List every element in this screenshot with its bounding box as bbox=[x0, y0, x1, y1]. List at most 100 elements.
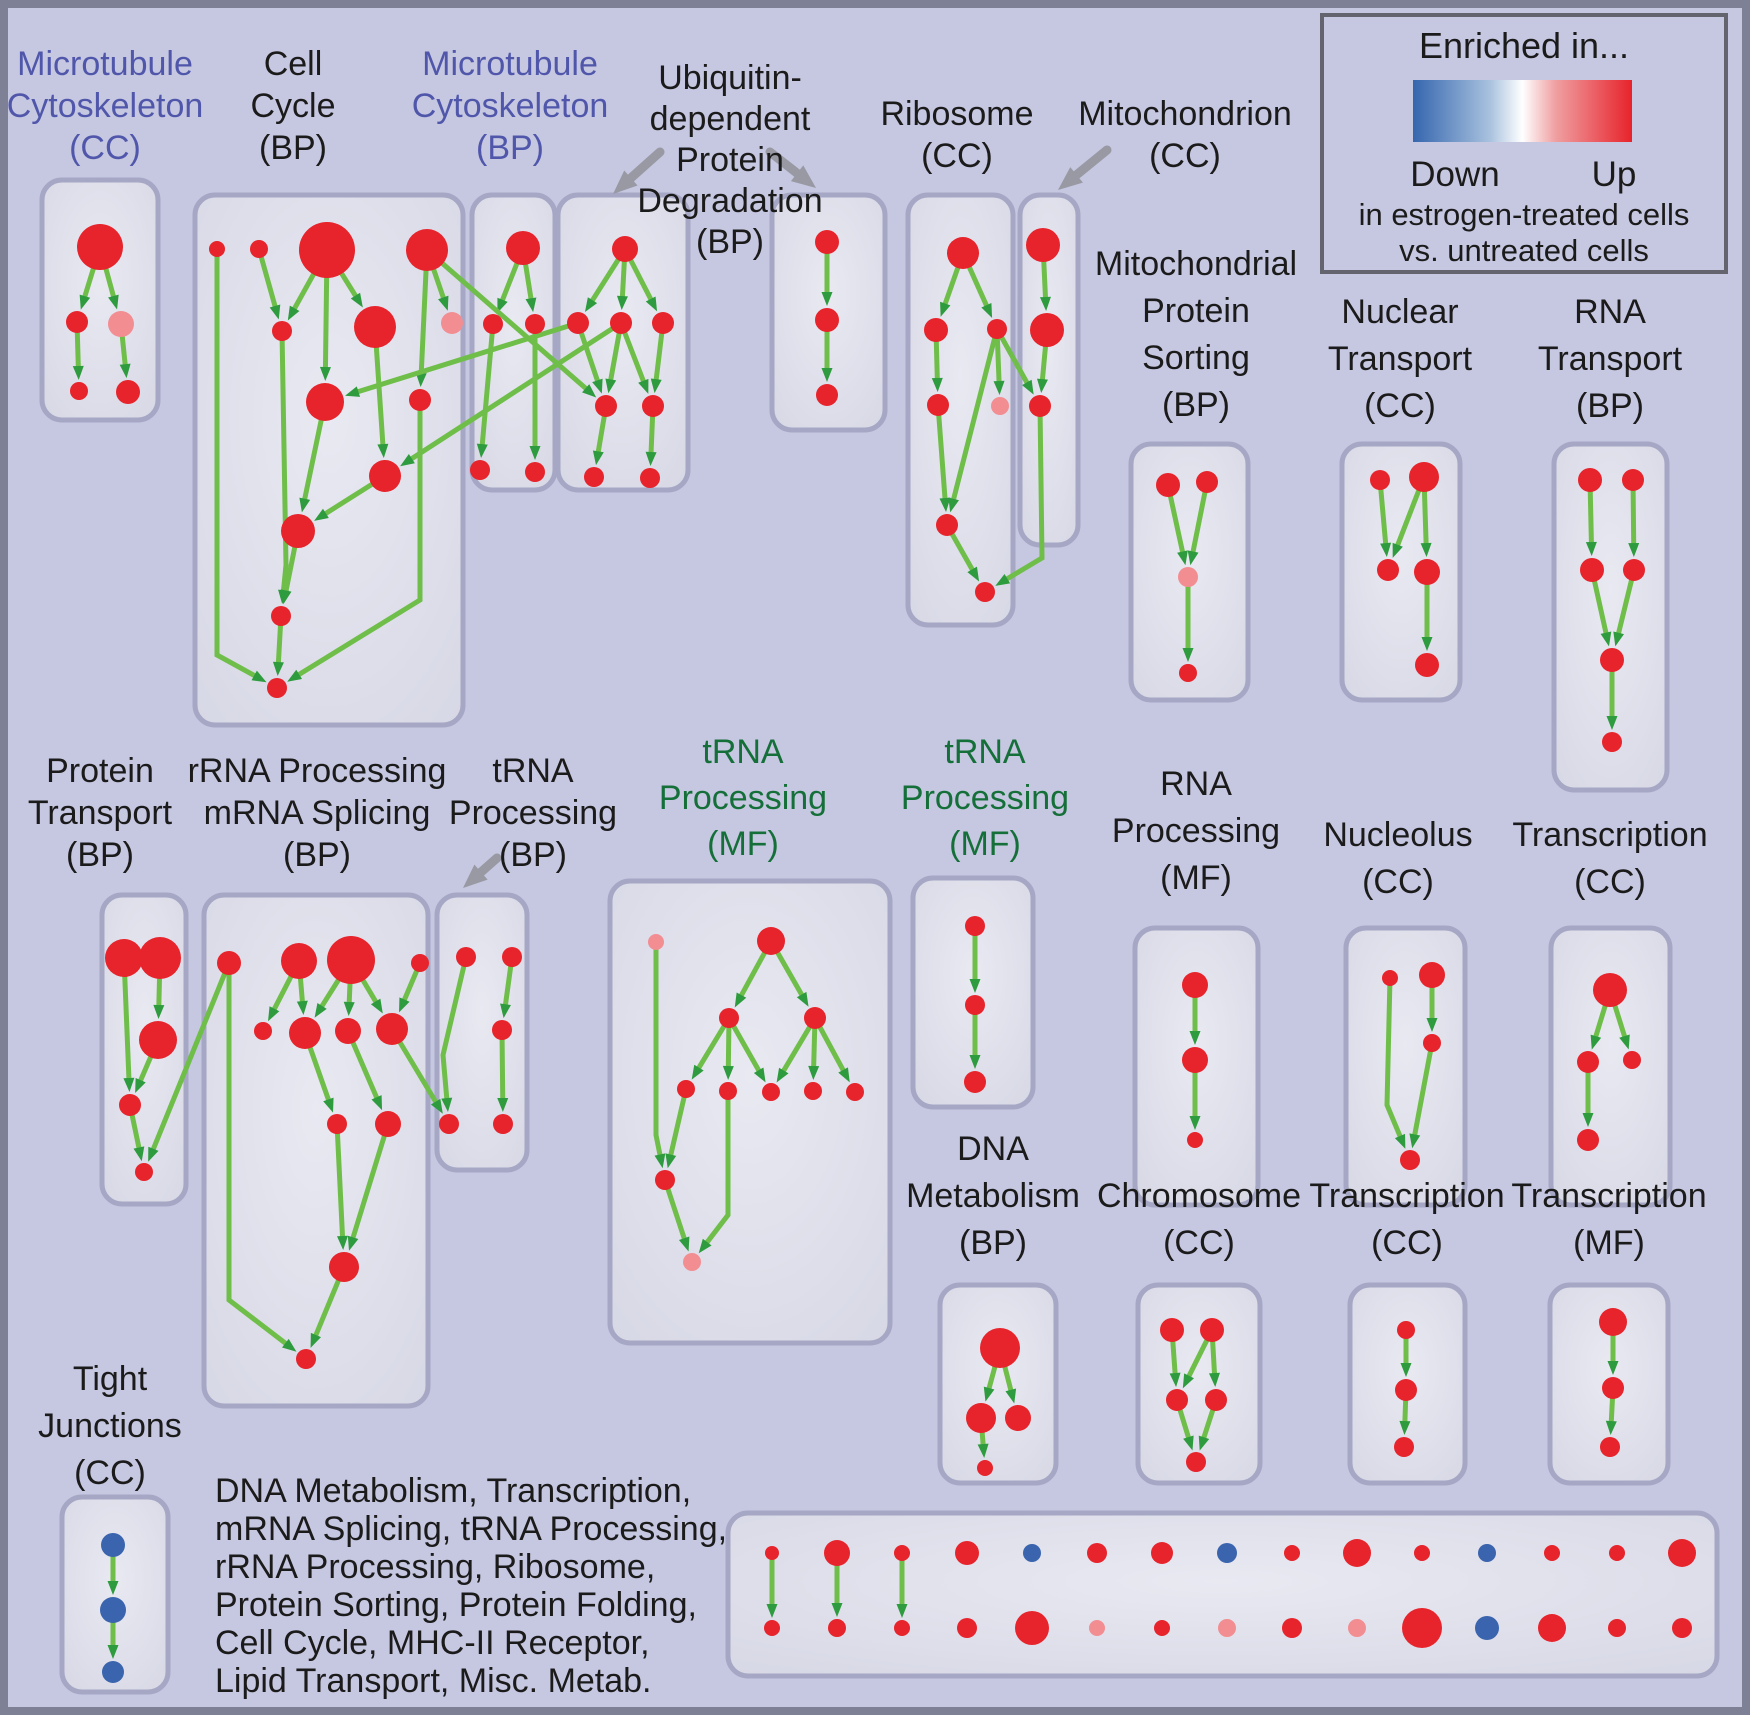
go-term-node-L3 bbox=[411, 954, 429, 972]
edge-arrowhead bbox=[476, 443, 488, 459]
go-term-node-b4 bbox=[272, 321, 292, 341]
go-term-node-b9 bbox=[369, 460, 401, 492]
edge-arrowhead bbox=[287, 305, 300, 321]
label-trna-processing-mf-small-line2: Processing bbox=[901, 779, 1069, 817]
edge-u2-u4 bbox=[694, 1015, 732, 1074]
edge-arrowhead bbox=[399, 997, 410, 1013]
go-term-node-o2 bbox=[964, 1071, 986, 1093]
edge-arrowhead bbox=[698, 1238, 712, 1254]
go-term-node-b6 bbox=[441, 312, 463, 334]
go-term-node-h0 bbox=[1156, 473, 1180, 497]
cluster-box-trna-processing-mf-large bbox=[607, 878, 893, 1346]
go-term-node-r0 bbox=[1593, 973, 1627, 1007]
label-transcription-cc-upper-line2: (CC) bbox=[1574, 863, 1646, 901]
edge-arrowhead bbox=[616, 295, 628, 311]
label-ribosome-cc-line2: (CC) bbox=[921, 137, 993, 175]
go-term-node-e1 bbox=[815, 308, 839, 332]
edge-L9-L10 bbox=[349, 1121, 391, 1244]
edge-arrowhead bbox=[296, 1000, 308, 1016]
edge-arrowhead bbox=[1022, 379, 1034, 395]
edge-arrowhead bbox=[251, 670, 267, 683]
go-term-node-L8 bbox=[327, 1114, 347, 1134]
label-nucleolus-cc-line2: (CC) bbox=[1362, 863, 1434, 901]
go-term-node-uu1 bbox=[1395, 1379, 1417, 1401]
edge-h1-h2 bbox=[1189, 479, 1210, 558]
go-term-node-b10 bbox=[281, 514, 315, 548]
go-term-node-o1 bbox=[965, 995, 985, 1015]
edge-arrowhead bbox=[753, 1067, 766, 1083]
go-term-node-j3 bbox=[1623, 559, 1645, 581]
go-term-node-k3 bbox=[119, 1094, 141, 1116]
go-term-node-p2 bbox=[1187, 1132, 1203, 1148]
edge-arrowhead bbox=[993, 380, 1005, 396]
edge-arrowhead bbox=[1420, 542, 1432, 558]
edge-arrowhead bbox=[1394, 1133, 1406, 1149]
edge-arrowhead bbox=[268, 1006, 280, 1022]
label-rrna-mrna-bp-line1: rRNA Processing bbox=[188, 752, 447, 790]
label-tight-junctions-cc-line3: (CC) bbox=[74, 1454, 146, 1492]
go-term-node-L7 bbox=[376, 1013, 408, 1045]
edge-g2-f6 bbox=[1001, 403, 1045, 584]
go-term-node-o0 bbox=[965, 916, 985, 936]
edge-arrowhead bbox=[1585, 541, 1597, 557]
edge-arrowhead bbox=[345, 386, 361, 397]
legend-box bbox=[1320, 13, 1728, 274]
go-term-node-x12t bbox=[1544, 1545, 1560, 1561]
go-term-node-u4 bbox=[677, 1080, 695, 1098]
label-microtubule-bp-line3: (BP) bbox=[476, 129, 544, 167]
edge-arrowhead bbox=[1169, 1372, 1181, 1388]
legend-subline-2: vs. untreated cells bbox=[1399, 233, 1649, 268]
label-trna-processing-mf-large-line1: tRNA bbox=[702, 733, 784, 771]
go-term-node-x12b bbox=[1538, 1614, 1566, 1642]
edge-arrowhead bbox=[148, 1146, 159, 1162]
go-term-node-d5 bbox=[642, 395, 664, 417]
go-term-node-q2 bbox=[1423, 1034, 1441, 1052]
go-term-node-x11t bbox=[1478, 1544, 1496, 1562]
edge-arrowhead bbox=[1036, 378, 1048, 394]
go-term-node-x3b bbox=[957, 1618, 977, 1638]
go-term-node-a4 bbox=[116, 380, 140, 404]
edge-arrowhead bbox=[831, 1603, 843, 1617]
edge-arrowhead bbox=[280, 589, 292, 605]
go-term-node-f0 bbox=[947, 237, 979, 269]
go-term-node-f3 bbox=[927, 394, 949, 416]
go-term-node-x4b bbox=[1015, 1611, 1049, 1645]
edge-arrowhead bbox=[1600, 631, 1612, 647]
go-term-node-p1 bbox=[1182, 1047, 1208, 1073]
edge-arrowhead bbox=[1590, 1034, 1602, 1050]
annotation-block-line3: rRNA Processing, Ribosome, bbox=[215, 1548, 655, 1586]
go-term-node-x14b bbox=[1672, 1618, 1692, 1638]
go-term-node-x9t bbox=[1343, 1539, 1371, 1567]
label-microtubule-cc-line1: Microtubule bbox=[17, 45, 193, 83]
go-term-node-x0t bbox=[765, 1546, 779, 1560]
go-term-node-x7t bbox=[1217, 1543, 1237, 1563]
annotation-block-line5: Cell Cycle, MHC-II Receptor, bbox=[215, 1624, 650, 1662]
cluster-box-mixed-terms-strip bbox=[725, 1510, 1720, 1679]
label-protein-transport-bp-line3: (BP) bbox=[66, 836, 134, 874]
edge-b1-b4 bbox=[256, 246, 279, 313]
label-trna-processing-mf-large-line3: (MF) bbox=[707, 825, 779, 863]
go-term-node-q1 bbox=[1419, 962, 1445, 988]
edge-arrowhead bbox=[1409, 1133, 1421, 1149]
edge-arrowhead bbox=[319, 366, 331, 382]
go-term-node-g0 bbox=[1026, 228, 1060, 262]
edge-arrowhead bbox=[287, 669, 303, 682]
label-transcription-mf-line2: (MF) bbox=[1573, 1224, 1645, 1262]
ubiquitin-arrow-left bbox=[621, 147, 665, 187]
mitochondrion-arrow bbox=[1067, 145, 1112, 184]
label-transcription-cc-upper-line1: Transcription bbox=[1512, 816, 1707, 854]
go-term-node-m4 bbox=[525, 462, 545, 482]
legend-title: Enriched in... bbox=[1419, 25, 1629, 66]
label-microtubule-cc-line2: Cytoskeleton bbox=[7, 87, 204, 125]
edge-arrowhead bbox=[1183, 1435, 1194, 1451]
edge-arrowhead bbox=[1187, 550, 1199, 566]
go-term-node-i4 bbox=[1415, 653, 1439, 677]
label-rna-processing-mf-line1: RNA bbox=[1160, 765, 1232, 803]
edge-arrowhead bbox=[336, 1235, 348, 1251]
edge-L8-L10 bbox=[334, 1121, 346, 1243]
edge-L0-L11 bbox=[226, 960, 292, 1349]
cluster-box-nuclear-transport-cc bbox=[1339, 441, 1463, 703]
label-rna-processing-mf-line3: (MF) bbox=[1160, 859, 1232, 897]
go-term-node-r1 bbox=[1577, 1051, 1599, 1073]
go-term-node-u6 bbox=[762, 1083, 780, 1101]
